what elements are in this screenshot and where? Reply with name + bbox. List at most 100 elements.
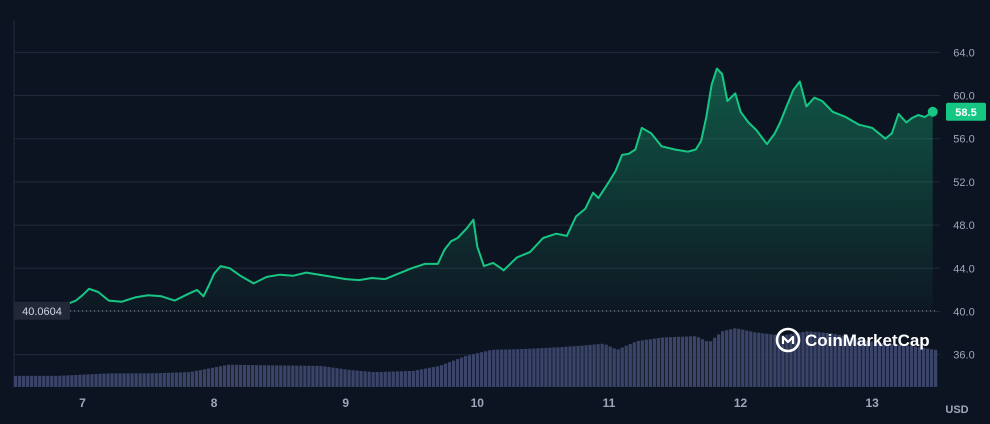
- volume-bar: [367, 371, 371, 387]
- current-price-label: 58.5: [955, 107, 976, 119]
- volume-bar: [263, 365, 267, 387]
- volume-bar: [709, 341, 713, 387]
- volume-bar: [267, 365, 271, 387]
- volume-bar: [652, 338, 656, 387]
- volume-bar: [845, 336, 849, 387]
- volume-bar: [339, 368, 343, 387]
- volume-bar: [777, 335, 781, 387]
- volume-bar: [793, 333, 797, 387]
- volume-bar: [407, 370, 411, 387]
- x-tick-label: 12: [734, 396, 748, 410]
- current-price-dot[interactable]: [927, 106, 938, 117]
- volume-bar: [142, 373, 146, 387]
- volume-bar: [106, 373, 110, 387]
- volume-bar: [861, 340, 865, 387]
- volume-bar: [138, 373, 142, 387]
- coinmarketcap-watermark: CoinMarketCap: [775, 327, 930, 353]
- volume-bar: [853, 338, 857, 387]
- volume-bar: [596, 344, 600, 387]
- x-tick-label: 10: [471, 396, 485, 410]
- volume-bar: [580, 345, 584, 387]
- volume-bar: [624, 345, 628, 387]
- volume-bar: [38, 375, 42, 387]
- volume-bar: [463, 356, 468, 387]
- y-axis: 64.0 60.0 56.0 52.0 48.0 44.0 40.0 36.0: [953, 47, 974, 361]
- volume-bar: [648, 339, 652, 387]
- volume-bar: [130, 373, 134, 387]
- volume-bar: [925, 348, 930, 387]
- volume-bar: [415, 370, 419, 387]
- volume-bar: [504, 349, 508, 387]
- volume-bar: [893, 344, 898, 387]
- volume-bar: [271, 365, 275, 387]
- volume-bar: [94, 374, 98, 387]
- volume-bar: [560, 347, 564, 387]
- volume-bar: [885, 343, 889, 387]
- y-tick-label: 48.0: [953, 220, 974, 232]
- volume-bar: [351, 370, 355, 387]
- volume-bar: [568, 346, 572, 387]
- volume-bar: [74, 374, 78, 387]
- volume-bar: [42, 375, 46, 387]
- volume-bar: [435, 366, 440, 387]
- volume-bar: [484, 351, 488, 387]
- volume-bar: [198, 370, 203, 387]
- volume-bar: [102, 373, 106, 387]
- volume-bar: [612, 348, 616, 387]
- volume-bar: [327, 367, 331, 387]
- volume-bar: [234, 364, 239, 387]
- volume-bar: [696, 337, 701, 387]
- volume-bar: [660, 337, 665, 387]
- volume-bar: [222, 365, 227, 387]
- volume-bar: [512, 349, 516, 387]
- volume-bar: [668, 337, 673, 387]
- x-tick-label: 11: [603, 396, 616, 410]
- volume-bar: [122, 373, 126, 387]
- volume-bar: [54, 375, 58, 387]
- volume-bar: [564, 346, 568, 387]
- volume-bar: [467, 355, 472, 387]
- volume-bar: [218, 366, 223, 387]
- volume-bar: [644, 339, 648, 387]
- volume-bar: [238, 364, 243, 387]
- volume-bar: [721, 331, 725, 387]
- volume-bar: [395, 371, 399, 387]
- volume-bar: [214, 367, 219, 387]
- volume-bar: [34, 375, 38, 387]
- volume-bar: [82, 374, 86, 387]
- volume-bar: [769, 334, 773, 387]
- volume-bar: [841, 335, 845, 387]
- volume-bar: [684, 336, 689, 387]
- coinmarketcap-logo-icon: [775, 327, 801, 353]
- volume-bar: [242, 364, 247, 387]
- volume-bar: [86, 374, 90, 387]
- volume-bar: [423, 368, 427, 387]
- volume-bar: [516, 349, 520, 387]
- volume-bar: [536, 348, 540, 387]
- volume-bar: [90, 374, 94, 387]
- volume-bar: [524, 348, 528, 387]
- volume-bar: [765, 333, 769, 387]
- volume-bar: [379, 371, 383, 387]
- volume-bar: [375, 372, 379, 387]
- volume-bar: [729, 329, 733, 387]
- volume-bar: [789, 334, 793, 387]
- volume-bar: [616, 349, 620, 387]
- volume-bar: [805, 331, 809, 387]
- volume-bar: [873, 341, 877, 387]
- x-tick-label: 8: [211, 396, 218, 410]
- volume-bar: [226, 364, 231, 387]
- volume-bar: [869, 341, 873, 387]
- volume-bar: [331, 367, 335, 387]
- volume-bar: [849, 337, 853, 387]
- volume-bar: [355, 370, 359, 387]
- volume-bar: [781, 335, 785, 387]
- volume-bar: [66, 375, 70, 387]
- volume-bar: [403, 371, 407, 387]
- volume-bar: [917, 347, 922, 387]
- volume-bar: [741, 329, 745, 387]
- volume-bar: [46, 375, 50, 387]
- volume-bar: [500, 349, 504, 387]
- volume-bar: [371, 372, 375, 387]
- volume-bar: [359, 370, 363, 387]
